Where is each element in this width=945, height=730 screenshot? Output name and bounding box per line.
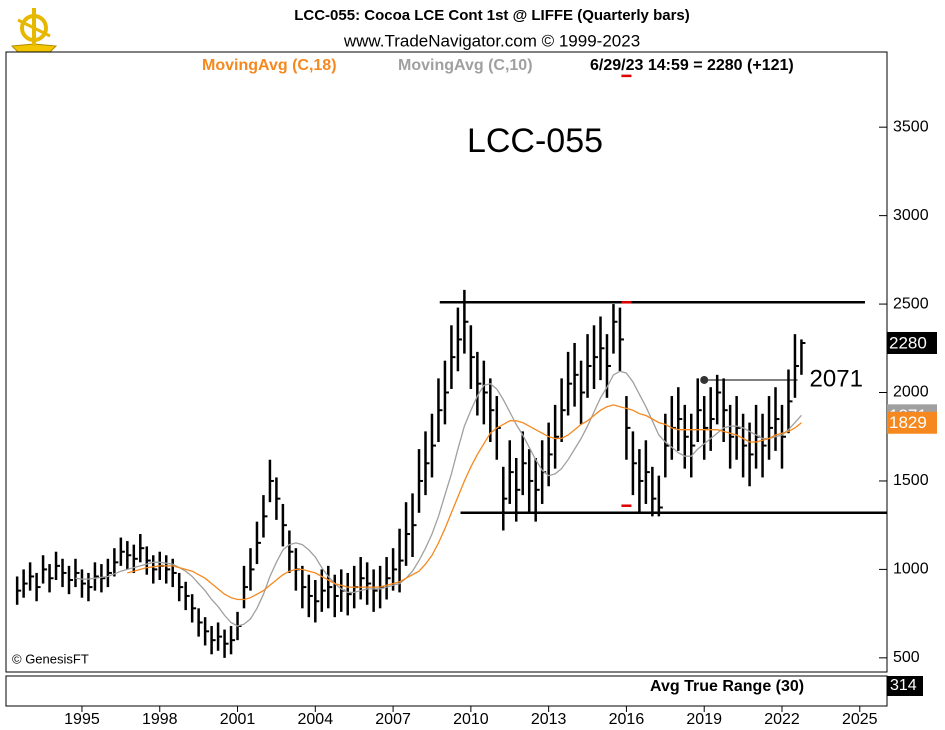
x-tick-label: 2025 xyxy=(842,711,878,728)
quote: 6/29/23 14:59 = 2280 (+121) xyxy=(590,57,794,74)
lower-panel xyxy=(5,675,888,707)
x-tick-label: 2016 xyxy=(609,711,645,728)
chart-subtitle: www.TradeNavigator.com © 1999-2023 xyxy=(343,31,640,50)
annotation-dot xyxy=(700,375,709,384)
legend-entry: MovingAvg (C,10) xyxy=(398,57,533,74)
y-tick-label: 1000 xyxy=(893,561,929,578)
y-tick-label: 2000 xyxy=(893,384,929,401)
plot-frame xyxy=(5,51,888,673)
x-tick-label: 2004 xyxy=(298,711,334,728)
chart-title: LCC-055: Cocoa LCE Cont 1st @ LIFFE (Qua… xyxy=(294,7,690,24)
x-tick-label: 1998 xyxy=(142,711,178,728)
x-tick-label: 2001 xyxy=(220,711,256,728)
x-tick-label: 2022 xyxy=(764,711,800,728)
annotation-label: 2071 xyxy=(810,365,863,392)
value-tag xyxy=(887,331,937,354)
y-tick-label: 500 xyxy=(893,649,920,666)
moving-average xyxy=(127,404,802,601)
x-tick-label: 2010 xyxy=(453,711,489,728)
logo xyxy=(10,8,58,53)
moving-average xyxy=(75,370,802,627)
lower-panel-value: 314 xyxy=(890,677,917,694)
y-tick-label: 1500 xyxy=(893,472,929,489)
value-tag-label: 1829 xyxy=(889,413,927,432)
x-tick-label: 2013 xyxy=(531,711,567,728)
x-tick-label: 2007 xyxy=(375,711,411,728)
value-tag-label: 2280 xyxy=(889,333,927,352)
value-tag xyxy=(887,411,937,434)
legend-entry: MovingAvg (C,18) xyxy=(202,57,337,74)
x-tick-label: 2019 xyxy=(686,711,722,728)
y-tick-label: 3500 xyxy=(893,118,929,135)
watermark: LCC-055 xyxy=(467,122,603,160)
lower-panel-title: Avg True Range (30) xyxy=(650,678,804,695)
lower-panel-tag xyxy=(887,676,923,696)
credit: © GenesisFT xyxy=(12,651,89,666)
x-tick-label: 1995 xyxy=(64,711,100,728)
y-tick-label: 3000 xyxy=(893,207,929,224)
y-tick-label: 2500 xyxy=(893,295,929,312)
